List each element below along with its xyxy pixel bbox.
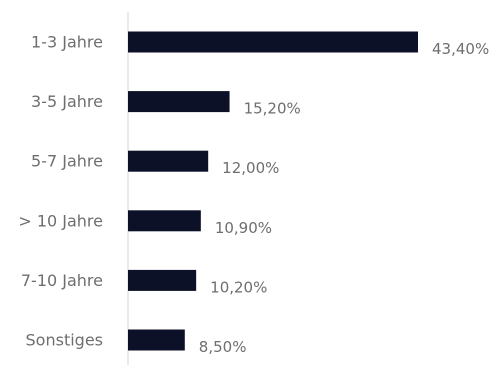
category-label-2: 5-7 Jahre <box>31 152 103 171</box>
value-label-5: 8,50% <box>199 338 247 356</box>
category-label-1: 3-5 Jahre <box>31 92 103 111</box>
category-label-0: 1-3 Jahre <box>31 33 103 52</box>
category-label-3: > 10 Jahre <box>18 211 103 230</box>
bar-1 <box>128 91 230 113</box>
bar-0 <box>128 31 418 53</box>
bar-4 <box>128 269 197 291</box>
bar-2 <box>128 150 209 172</box>
value-label-0: 43,40% <box>432 40 489 58</box>
category-labels: 1-3 Jahre 3-5 Jahre 5-7 Jahre > 10 Jahre 7-1… <box>18 33 103 350</box>
bar-5 <box>128 329 185 351</box>
category-label-5: Sonstiges <box>26 331 103 350</box>
value-label-3: 10,90% <box>215 219 272 237</box>
bar-series <box>128 31 418 351</box>
bar-3 <box>128 210 201 232</box>
value-label-4: 10,20% <box>210 278 267 296</box>
value-label-2: 12,00% <box>222 159 279 177</box>
value-labels: 43,40% 15,20% 12,00% 10,90% 10,20% 8,50% <box>199 40 489 356</box>
category-label-4: 7-10 Jahre <box>21 271 103 290</box>
value-label-1: 15,20% <box>244 100 301 118</box>
